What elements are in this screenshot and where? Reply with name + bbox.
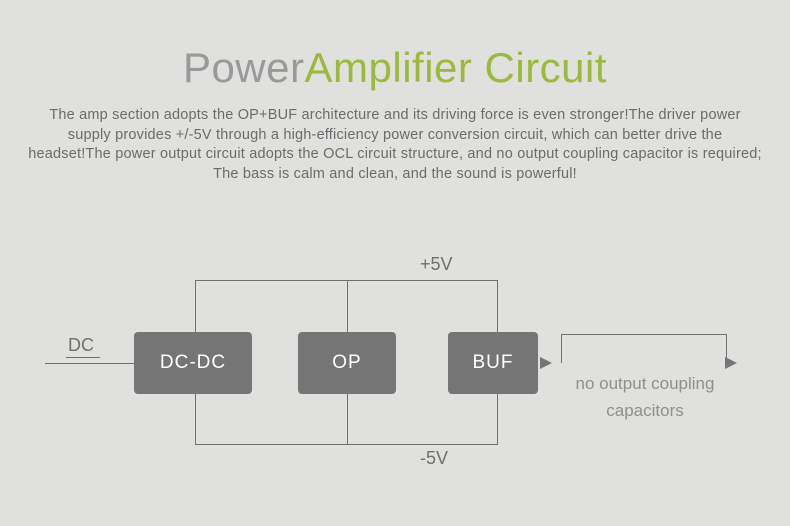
arrow-out-1 xyxy=(540,357,552,369)
rail-bottom-label: -5V xyxy=(420,448,448,469)
rail-bottom-v3 xyxy=(497,394,498,444)
rail-bottom-v1 xyxy=(195,394,196,444)
arrow-out-2 xyxy=(725,357,737,369)
rail-top-v1 xyxy=(195,280,196,332)
description-text: The amp section adopts the OP+BUF archit… xyxy=(28,106,762,184)
circuit-diagram: DC +5V -5V DC-DC OP BUF no output coupli… xyxy=(0,250,790,510)
rail-top-v3 xyxy=(497,280,498,332)
dc-input-line xyxy=(45,363,134,364)
page-title: PowerAmplifier Circuit xyxy=(0,0,790,92)
rail-bottom-h xyxy=(195,444,498,445)
out-v1 xyxy=(561,334,562,363)
rail-top-label: +5V xyxy=(420,254,453,275)
block-op: OP xyxy=(298,332,396,394)
output-label: no output coupling capacitors xyxy=(555,370,735,424)
out-h xyxy=(561,334,726,335)
block-dcdc: DC-DC xyxy=(134,332,252,394)
title-part2: Amplifier Circuit xyxy=(305,44,608,91)
dc-input-label: DC xyxy=(66,335,100,358)
rail-top-v2 xyxy=(347,280,348,332)
rail-bottom-v2 xyxy=(347,394,348,444)
title-part1: Power xyxy=(183,44,305,91)
block-buf: BUF xyxy=(448,332,538,394)
